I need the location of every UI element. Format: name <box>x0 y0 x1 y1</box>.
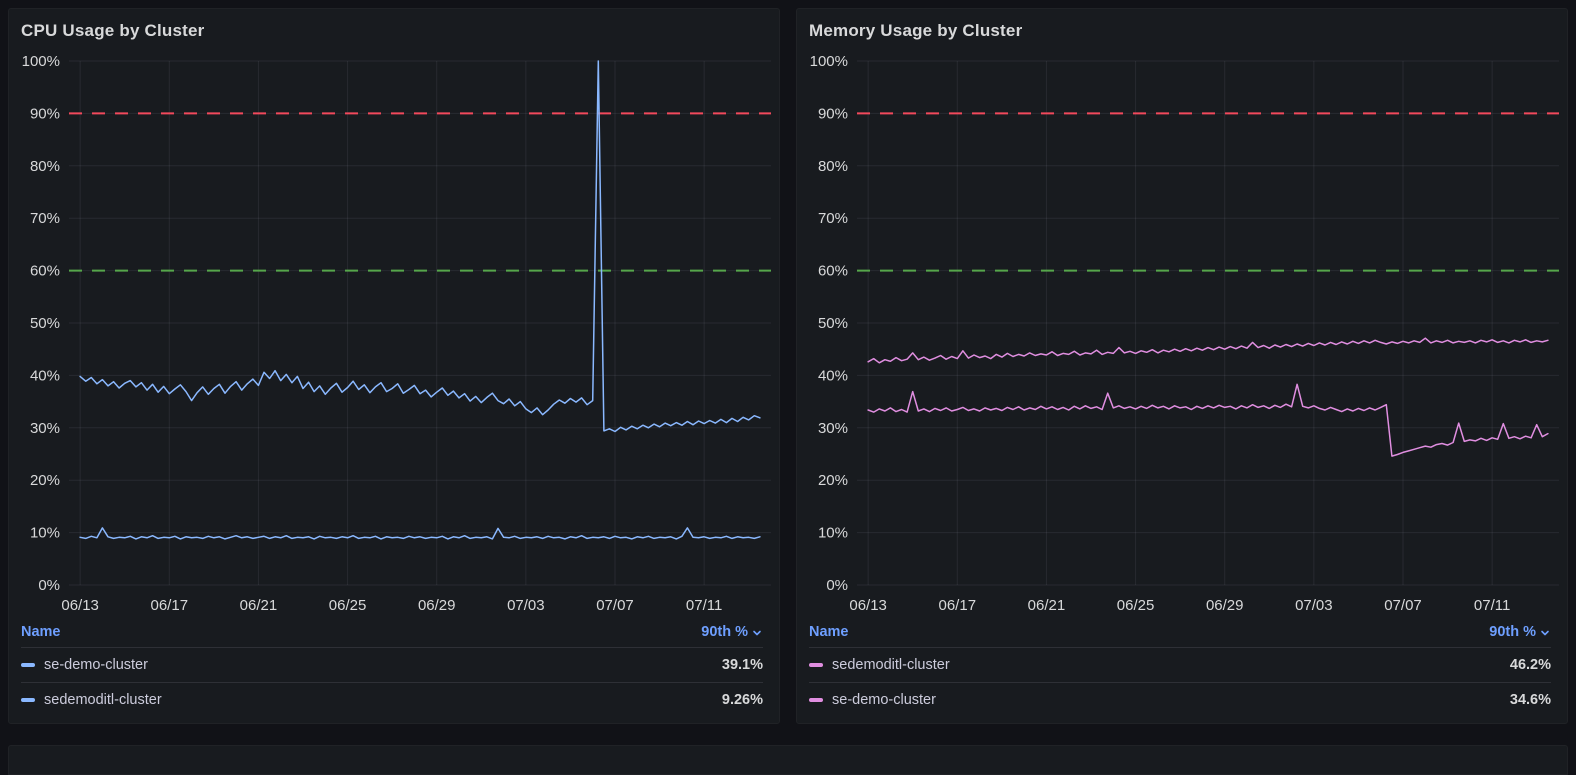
series-name[interactable]: se-demo-cluster <box>44 657 148 673</box>
cpu-usage-panel: CPU Usage by Cluster 06/13 06/17 06/21 06/2… <box>8 8 780 724</box>
series-value: 9.26% <box>721 692 763 708</box>
series-name[interactable]: sedemoditl-cluster <box>832 657 950 673</box>
svg-text:10%: 10% <box>818 525 848 542</box>
series-color-swatch <box>21 698 35 702</box>
svg-text:30%: 30% <box>30 420 60 437</box>
memory-legend-header: Name 90th % <box>809 619 1551 647</box>
svg-text:06/13: 06/13 <box>61 597 99 614</box>
legend-name-sort-header[interactable]: Name <box>809 624 849 640</box>
legend-value-sort-header[interactable]: 90th % <box>1489 624 1551 640</box>
series-color-swatch <box>21 663 35 667</box>
svg-text:06/17: 06/17 <box>151 597 189 614</box>
series-name[interactable]: sedemoditl-cluster <box>44 692 162 708</box>
legend-value-sort-header[interactable]: 90th % <box>701 624 763 640</box>
svg-text:06/21: 06/21 <box>240 597 278 614</box>
svg-text:70%: 70% <box>30 210 60 227</box>
memory-usage-panel: Memory Usage by Cluster 06/13 06/17 06/21 0… <box>796 8 1568 724</box>
svg-text:70%: 70% <box>818 210 848 227</box>
svg-text:20%: 20% <box>818 472 848 489</box>
svg-text:06/25: 06/25 <box>1117 597 1155 614</box>
next-row-panel-peek <box>8 745 1568 775</box>
svg-text:07/07: 07/07 <box>596 597 634 614</box>
series-color-swatch <box>809 698 823 702</box>
legend-value-header-label: 90th % <box>1489 624 1536 640</box>
legend-row[interactable]: se-demo-cluster 39.1% <box>21 647 763 682</box>
memory-panel-title[interactable]: Memory Usage by Cluster <box>809 21 1023 40</box>
svg-text:90%: 90% <box>818 105 848 122</box>
series-value: 46.2% <box>1509 657 1551 673</box>
cpu-chart-canvas[interactable]: 06/13 06/17 06/21 06/25 06/29 07/03 07/07 07/11… <box>9 47 779 619</box>
cpu-legend: Name 90th % se-demo-cluster 39.1% sedemodi… <box>9 619 779 723</box>
chevron-down-icon <box>1541 630 1549 636</box>
svg-text:20%: 20% <box>30 472 60 489</box>
svg-text:07/11: 07/11 <box>686 597 722 614</box>
chart-svg: 06/13 06/17 06/21 06/25 06/29 07/03 07/07 07/11… <box>22 53 771 614</box>
svg-text:06/29: 06/29 <box>418 597 456 614</box>
svg-text:0%: 0% <box>826 577 848 594</box>
memory-legend-rows: sedemoditl-cluster 46.2% se-demo-cluster 34… <box>809 647 1551 717</box>
chevron-down-icon <box>753 630 761 636</box>
cpu-legend-header: Name 90th % <box>21 619 763 647</box>
chart-svg: 06/13 06/17 06/21 06/25 06/29 07/03 07/07 07/11… <box>810 53 1559 614</box>
svg-text:07/07: 07/07 <box>1384 597 1422 614</box>
series-value: 39.1% <box>721 657 763 673</box>
memory-chart-canvas[interactable]: 06/13 06/17 06/21 06/25 06/29 07/03 07/07 07/11… <box>797 47 1567 619</box>
svg-text:06/13: 06/13 <box>849 597 887 614</box>
svg-text:100%: 100% <box>22 53 60 70</box>
svg-text:06/21: 06/21 <box>1028 597 1066 614</box>
memory-panel-header: Memory Usage by Cluster <box>797 9 1567 47</box>
svg-text:06/29: 06/29 <box>1206 597 1244 614</box>
svg-text:80%: 80% <box>30 158 60 175</box>
svg-text:40%: 40% <box>818 367 848 384</box>
svg-text:100%: 100% <box>810 53 848 70</box>
svg-text:0%: 0% <box>38 577 60 594</box>
svg-text:30%: 30% <box>818 420 848 437</box>
svg-text:06/17: 06/17 <box>939 597 977 614</box>
series-value: 34.6% <box>1509 692 1551 708</box>
svg-text:90%: 90% <box>30 105 60 122</box>
svg-text:60%: 60% <box>30 263 60 280</box>
legend-row[interactable]: se-demo-cluster 34.6% <box>809 682 1551 717</box>
svg-text:60%: 60% <box>818 263 848 280</box>
legend-name-sort-header[interactable]: Name <box>21 624 61 640</box>
svg-text:50%: 50% <box>30 315 60 332</box>
svg-text:50%: 50% <box>818 315 848 332</box>
series-color-swatch <box>809 663 823 667</box>
dashboard: CPU Usage by Cluster 06/13 06/17 06/21 06/2… <box>8 8 1568 724</box>
svg-text:07/03: 07/03 <box>1295 597 1333 614</box>
cpu-panel-title[interactable]: CPU Usage by Cluster <box>21 21 205 40</box>
svg-text:10%: 10% <box>30 525 60 542</box>
svg-text:40%: 40% <box>30 367 60 384</box>
legend-row[interactable]: sedemoditl-cluster 9.26% <box>21 682 763 717</box>
legend-value-header-label: 90th % <box>701 624 748 640</box>
svg-text:07/03: 07/03 <box>507 597 545 614</box>
cpu-panel-header: CPU Usage by Cluster <box>9 9 779 47</box>
svg-text:07/11: 07/11 <box>1474 597 1510 614</box>
memory-legend: Name 90th % sedemoditl-cluster 46.2% se-de… <box>797 619 1567 723</box>
svg-text:80%: 80% <box>818 158 848 175</box>
series-name[interactable]: se-demo-cluster <box>832 692 936 708</box>
svg-text:06/25: 06/25 <box>329 597 367 614</box>
legend-row[interactable]: sedemoditl-cluster 46.2% <box>809 647 1551 682</box>
cpu-legend-rows: se-demo-cluster 39.1% sedemoditl-cluster 9.… <box>21 647 763 717</box>
